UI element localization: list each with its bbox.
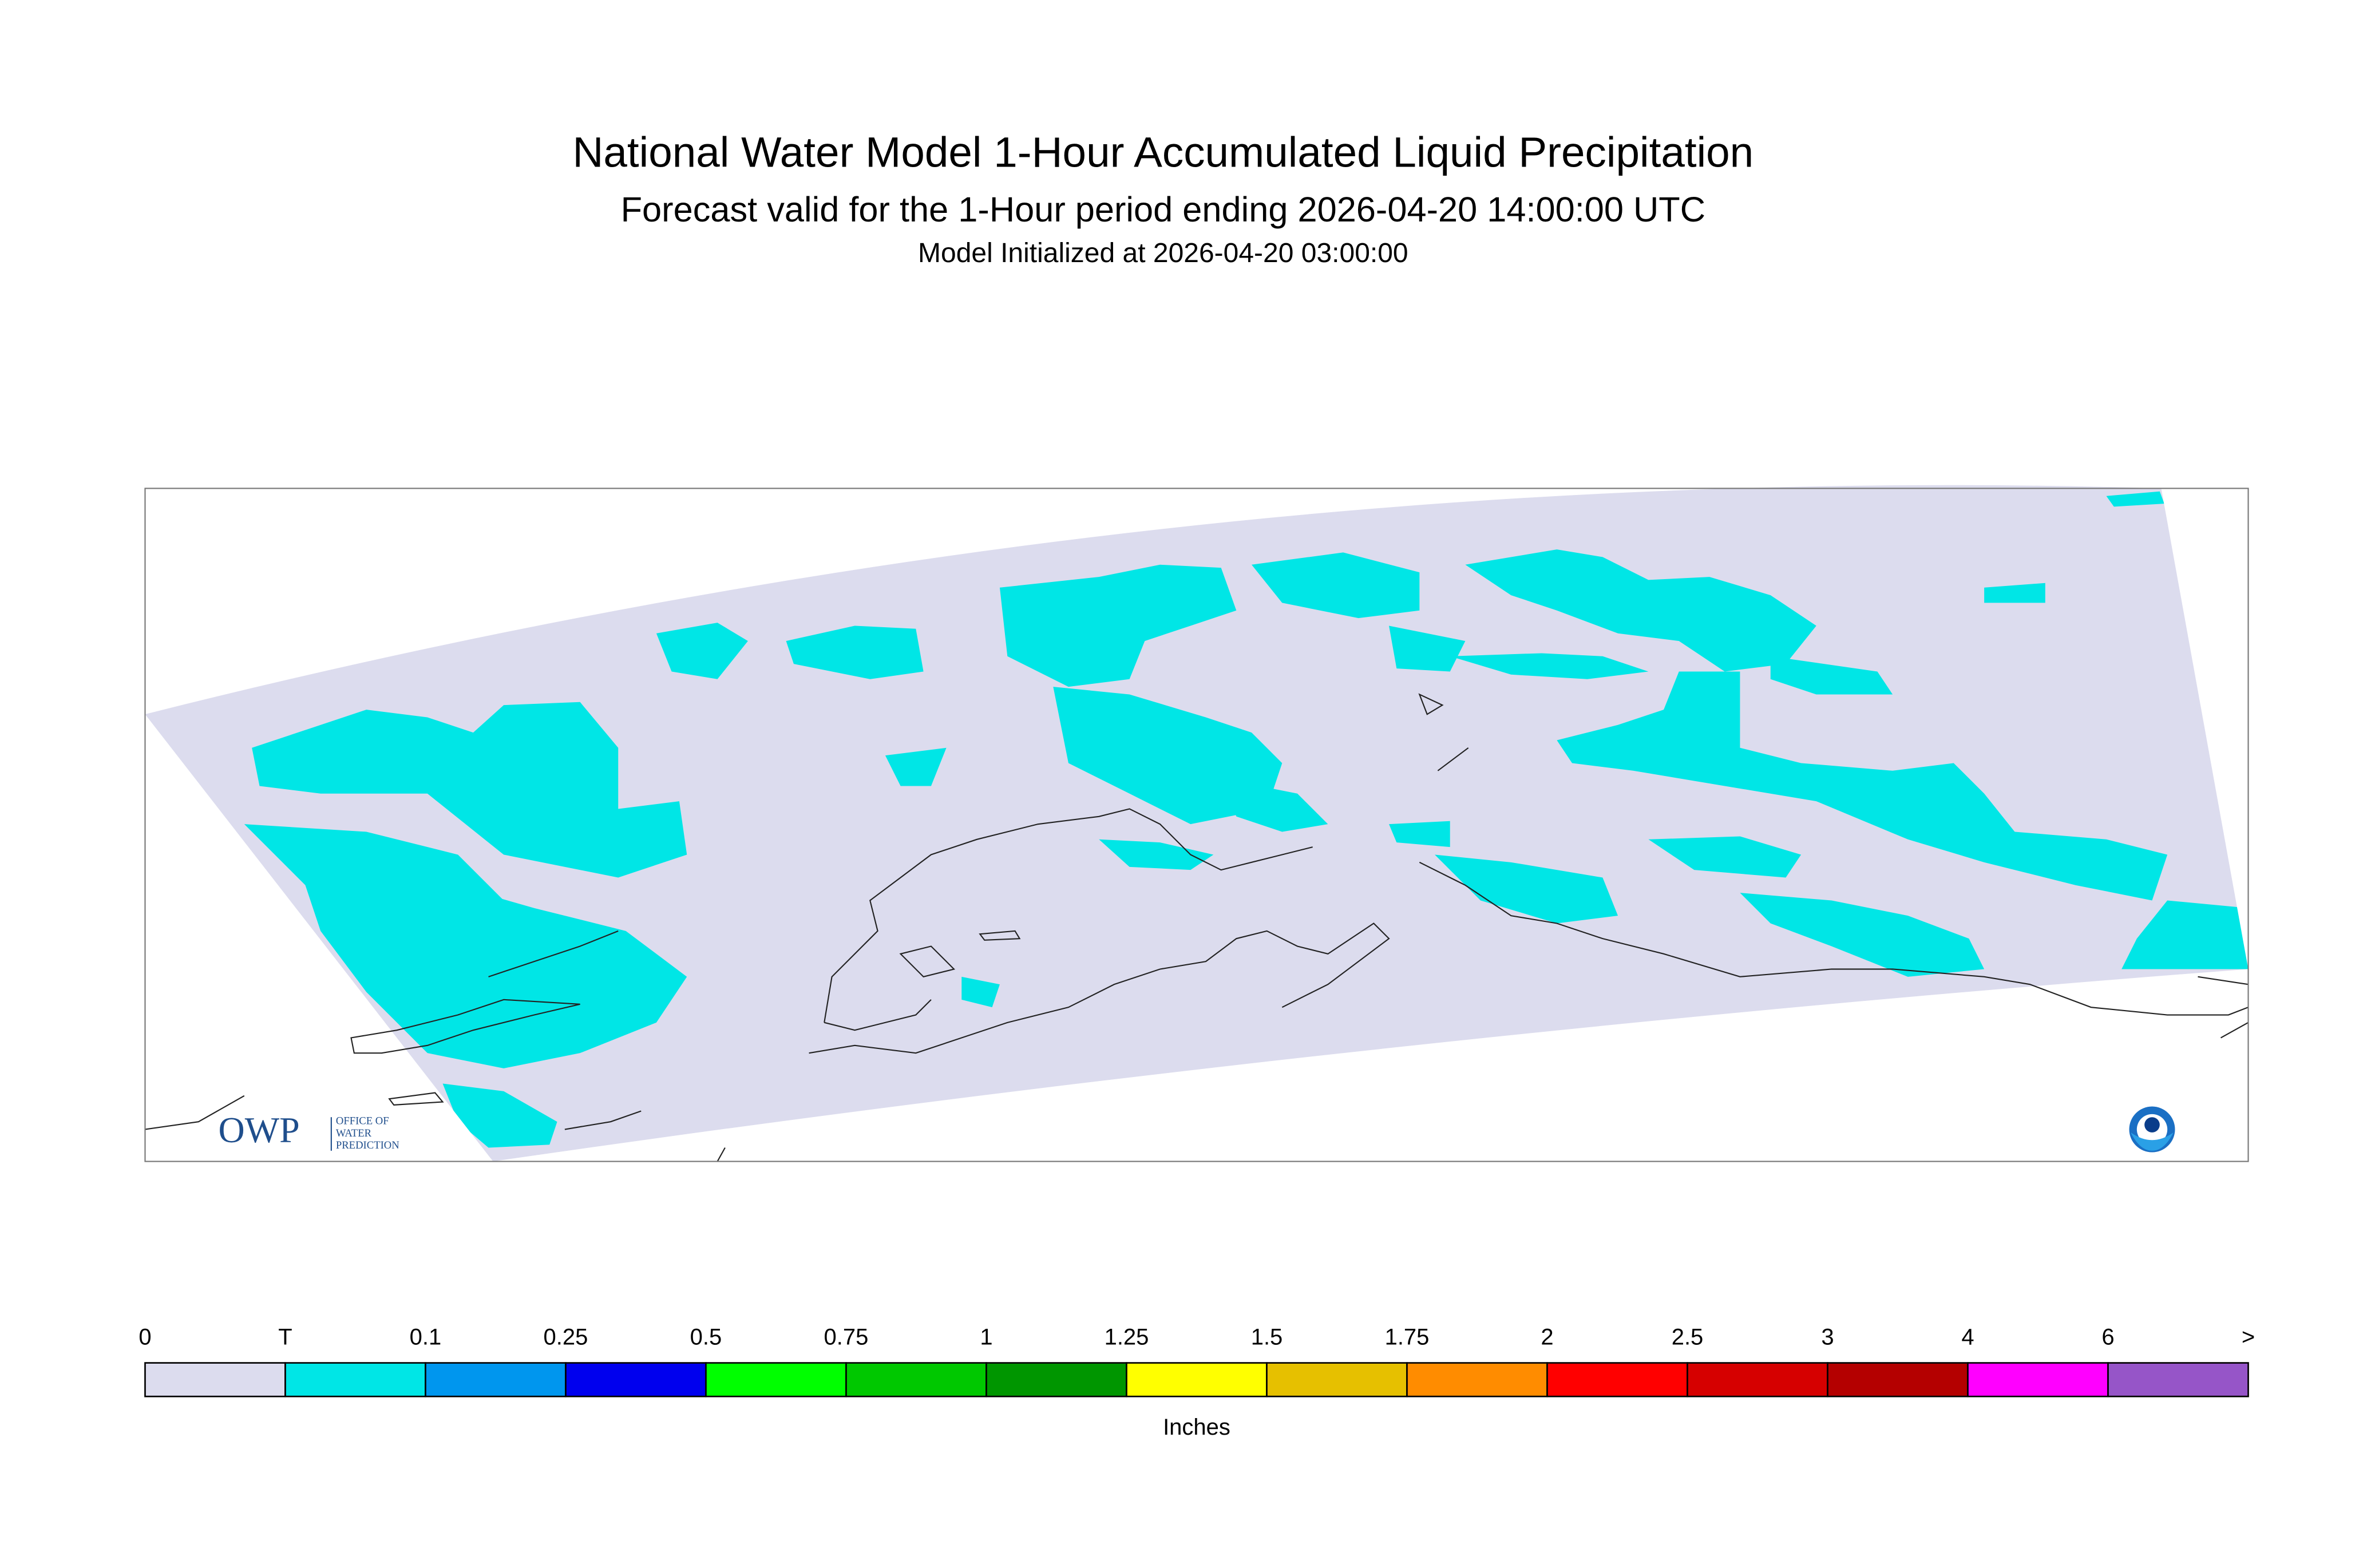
colorbar-label: 0.5 bbox=[690, 1324, 722, 1349]
colorbar-cell bbox=[425, 1362, 567, 1397]
map-frame bbox=[144, 488, 2249, 1162]
colorbar-cell bbox=[845, 1362, 987, 1397]
colorbar-cell bbox=[1126, 1362, 1268, 1397]
logo-line: OFFICE OF bbox=[336, 1115, 389, 1127]
colorbar-label: 1 bbox=[980, 1324, 992, 1349]
colorbar-label: 3 bbox=[1821, 1324, 1834, 1349]
colorbar-cell bbox=[1827, 1362, 1969, 1397]
colorbar-label: 1.75 bbox=[1385, 1324, 1430, 1349]
logo-line: PREDICTION bbox=[336, 1139, 399, 1151]
colorbar-label: 0 bbox=[138, 1324, 151, 1349]
init-time: Model Initialized at 2026-04-20 03:00:00 bbox=[918, 238, 1408, 268]
colorbar-unit: Inches bbox=[1163, 1415, 1230, 1440]
colorbar-label: 6 bbox=[2101, 1324, 2114, 1349]
precip-areas bbox=[244, 491, 2249, 1148]
colorbar-label: 4 bbox=[1961, 1324, 1974, 1349]
title: National Water Model 1-Hour Accumulated … bbox=[572, 128, 1753, 176]
colorbar-label: 0.1 bbox=[410, 1324, 442, 1349]
noaa-logo bbox=[2129, 1106, 2175, 1153]
colorbar-cell bbox=[565, 1362, 707, 1397]
colorbar-cell bbox=[1266, 1362, 1408, 1397]
colorbar-cell bbox=[144, 1362, 286, 1397]
colorbar-cell bbox=[1687, 1362, 1828, 1397]
logo-line: WATER bbox=[336, 1127, 372, 1139]
colorbar-cell bbox=[705, 1362, 847, 1397]
map: OWP OFFICE OF WATER PREDICTION bbox=[144, 485, 2249, 1162]
colorbar-label: 2.5 bbox=[1672, 1324, 1704, 1349]
colorbar-cell bbox=[1406, 1362, 1548, 1397]
colorbar-cell bbox=[1967, 1362, 2109, 1397]
colorbar-label: 2 bbox=[1541, 1324, 1553, 1349]
colorbar-cell bbox=[985, 1362, 1127, 1397]
colorbar-label: 0.25 bbox=[544, 1324, 588, 1349]
colorbar-label: 1.5 bbox=[1251, 1324, 1283, 1349]
colorbar-cell bbox=[1546, 1362, 1688, 1397]
logo-mark: OWP bbox=[219, 1110, 300, 1150]
colorbar-label: 1.25 bbox=[1105, 1324, 1149, 1349]
coastlines bbox=[145, 693, 2249, 1162]
colorbar-label: 0.75 bbox=[824, 1324, 869, 1349]
colorbar-label: T bbox=[278, 1324, 292, 1349]
colorbar: 0 T 0.1 0.25 0.5 0.75 1 1.25 1.5 1.75 2 2.5 3 4 6 > bbox=[138, 1324, 2255, 1397]
colorbar-cell bbox=[284, 1362, 426, 1397]
colorbar-cell bbox=[2107, 1362, 2249, 1397]
colorbar-label: > bbox=[2242, 1324, 2255, 1349]
subtitle: Forecast valid for the 1-Hour period end… bbox=[621, 189, 1705, 229]
owp-logo: OWP OFFICE OF WATER PREDICTION bbox=[219, 1110, 400, 1151]
